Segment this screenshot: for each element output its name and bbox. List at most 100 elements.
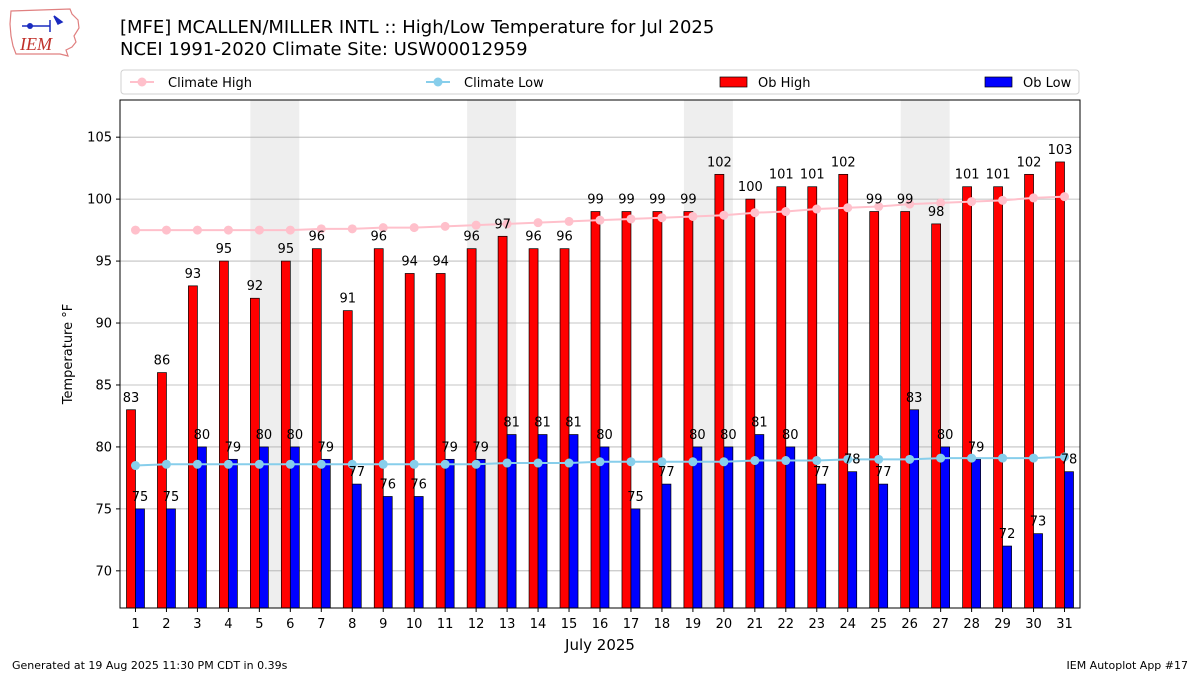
ob-low-label: 80 [782, 428, 799, 443]
ob-high-label: 96 [463, 230, 480, 245]
ob-low-label: 79 [441, 440, 458, 455]
ob-high-bar [621, 211, 632, 609]
climate-high-point [1029, 193, 1039, 203]
ob-low-bar [166, 508, 176, 609]
legend-swatch-bar [719, 76, 748, 88]
x-tick-label: 23 [809, 617, 826, 632]
legend-label: Climate High [168, 76, 252, 91]
ob-high-bar [404, 273, 415, 609]
x-tick-label: 24 [839, 617, 856, 632]
ob-low-label: 79 [472, 440, 489, 455]
x-tick-label: 7 [317, 617, 325, 632]
climate-low-point [533, 458, 543, 468]
ob-high-bar [373, 248, 384, 609]
ob-high-label: 102 [1017, 155, 1042, 170]
x-tick-label: 25 [870, 617, 887, 632]
ob-low-label: 72 [999, 527, 1016, 542]
ob-low-bar [1002, 545, 1012, 609]
ob-low-bar [1064, 471, 1074, 609]
climate-low-point [1060, 452, 1070, 462]
ob-low-label: 77 [348, 465, 365, 480]
ob-high-bar [931, 223, 941, 609]
ob-high-label: 92 [247, 279, 264, 294]
ob-low-bar [816, 483, 827, 609]
ob-high-label: 99 [866, 193, 883, 208]
climate-low-point [657, 457, 667, 467]
climate-low-point [316, 459, 326, 469]
climate-low-point [564, 458, 574, 468]
climate-low-point [378, 459, 388, 469]
iem-logo: IEM [9, 8, 80, 57]
ob-high-label: 99 [649, 193, 666, 208]
climate-high-point [502, 219, 512, 229]
climate-high-point [1060, 192, 1070, 202]
climate-high-point [316, 224, 326, 234]
climate-high-point [936, 198, 946, 208]
ob-low-bar [320, 458, 331, 609]
x-tick-label: 3 [193, 617, 201, 632]
ob-high-label: 101 [986, 168, 1011, 183]
ob-low-label: 79 [318, 440, 335, 455]
climate-low-point [967, 453, 977, 463]
ob-high-label: 95 [278, 242, 295, 257]
climate-low-point [843, 454, 853, 464]
x-tick-label: 19 [685, 617, 702, 632]
ob-low-label: 76 [379, 477, 396, 492]
ob-low-bar [259, 446, 269, 609]
climate-low-point [440, 459, 450, 469]
climate-low-point [471, 459, 481, 469]
ob-low-label: 80 [256, 428, 273, 443]
ob-low-label: 75 [627, 490, 644, 505]
y-tick-label: 100 [87, 193, 112, 208]
ob-low-label: 81 [534, 416, 551, 431]
y-tick-label: 90 [95, 317, 112, 332]
x-tick-label: 28 [963, 617, 980, 632]
ob-low-label: 78 [1061, 453, 1078, 468]
ob-low-bar [413, 496, 424, 609]
y-tick-label: 70 [95, 564, 112, 579]
ob-high-label: 86 [154, 354, 171, 369]
climate-high-point [130, 225, 140, 235]
x-tick-label: 10 [406, 617, 423, 632]
ob-high-label: 101 [800, 168, 825, 183]
ob-low-bar [878, 483, 889, 609]
climate-high-point [750, 208, 760, 218]
x-tick-label: 6 [286, 617, 294, 632]
climate-low-point [347, 459, 357, 469]
x-tick-label: 5 [255, 617, 263, 632]
ob-high-label: 100 [738, 180, 763, 195]
ob-low-bar [289, 446, 300, 609]
x-tick-label: 4 [224, 617, 232, 632]
legend-label: Climate Low [464, 76, 544, 91]
x-axis-label: July 2025 [564, 636, 635, 654]
ob-high-label: 95 [216, 242, 233, 257]
climate-high-point [533, 218, 543, 228]
ob-low-label: 77 [813, 465, 830, 480]
ob-low-label: 80 [720, 428, 737, 443]
ob-high-bar [126, 409, 136, 609]
climate-high-point [254, 225, 264, 235]
x-tick-label: 29 [994, 617, 1011, 632]
x-tick-label: 17 [623, 617, 640, 632]
climate-high-point [161, 225, 171, 235]
climate-high-point [223, 225, 233, 235]
climate-low-point [161, 459, 171, 469]
ob-low-label: 80 [937, 428, 954, 443]
climate-high-point [874, 202, 884, 212]
ob-high-label: 96 [556, 230, 573, 245]
ob-low-bar [785, 446, 796, 609]
ob-low-bar [661, 483, 672, 609]
climate-low-point [130, 461, 140, 471]
climate-low-point [719, 457, 729, 467]
chart-subtitle: NCEI 1991-2020 Climate Site: USW00012959 [120, 39, 528, 60]
ob-high-label: 96 [525, 230, 542, 245]
x-tick-label: 20 [716, 617, 733, 632]
ob-high-bar [962, 186, 972, 609]
ob-high-label: 99 [587, 193, 604, 208]
ob-low-label: 83 [906, 391, 923, 406]
ob-low-bar [940, 446, 950, 609]
ob-high-bar [342, 310, 353, 609]
ob-low-label: 78 [844, 453, 861, 468]
ob-high-bar [1024, 173, 1034, 609]
ob-high-label: 98 [928, 205, 945, 220]
